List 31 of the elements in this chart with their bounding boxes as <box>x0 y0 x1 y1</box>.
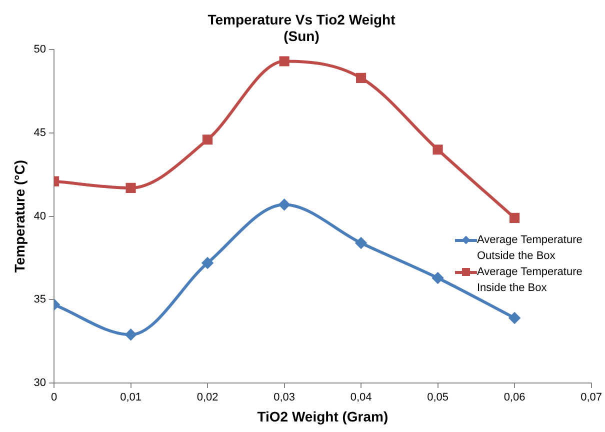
chart-title: Temperature Vs Tio2 Weight <box>208 11 396 28</box>
y-tick-label: 35 <box>34 294 46 306</box>
x-tick-label: 0 <box>50 392 58 404</box>
x-tick-label: 0,02 <box>196 392 218 404</box>
point <box>510 212 520 224</box>
y-tick-label: 50 <box>34 44 46 56</box>
x-tick-label: 0,05 <box>427 392 449 404</box>
point <box>202 134 213 145</box>
point <box>356 72 366 83</box>
point <box>432 144 443 155</box>
point <box>278 199 290 210</box>
point <box>126 182 136 193</box>
legend-label: Average Temperature Outside the Box <box>477 233 584 264</box>
point <box>202 257 214 268</box>
y-axis-title: Temperature (°C) <box>11 160 28 273</box>
point <box>279 56 290 66</box>
point <box>432 272 444 284</box>
y-tick-label: 30 <box>34 377 46 390</box>
chart-subtitle: (Sun) <box>284 28 320 44</box>
x-tick-label: 0,01 <box>120 392 142 404</box>
point <box>356 237 367 248</box>
legend-label: Average Temperature Inside the Box <box>477 265 584 296</box>
x-tick-label: 0,03 <box>274 392 295 404</box>
x-tick-label: 0,04 <box>350 392 372 404</box>
x-axis-title: TiO2 Weight (Gram) <box>257 408 388 424</box>
point <box>125 329 136 340</box>
y-tick-label: 45 <box>34 126 46 139</box>
y-tick-label: 40 <box>34 210 46 222</box>
x-tick-label: 0,07 <box>580 392 602 404</box>
x-tick-label: 0,06 <box>504 392 526 404</box>
point <box>509 312 520 324</box>
